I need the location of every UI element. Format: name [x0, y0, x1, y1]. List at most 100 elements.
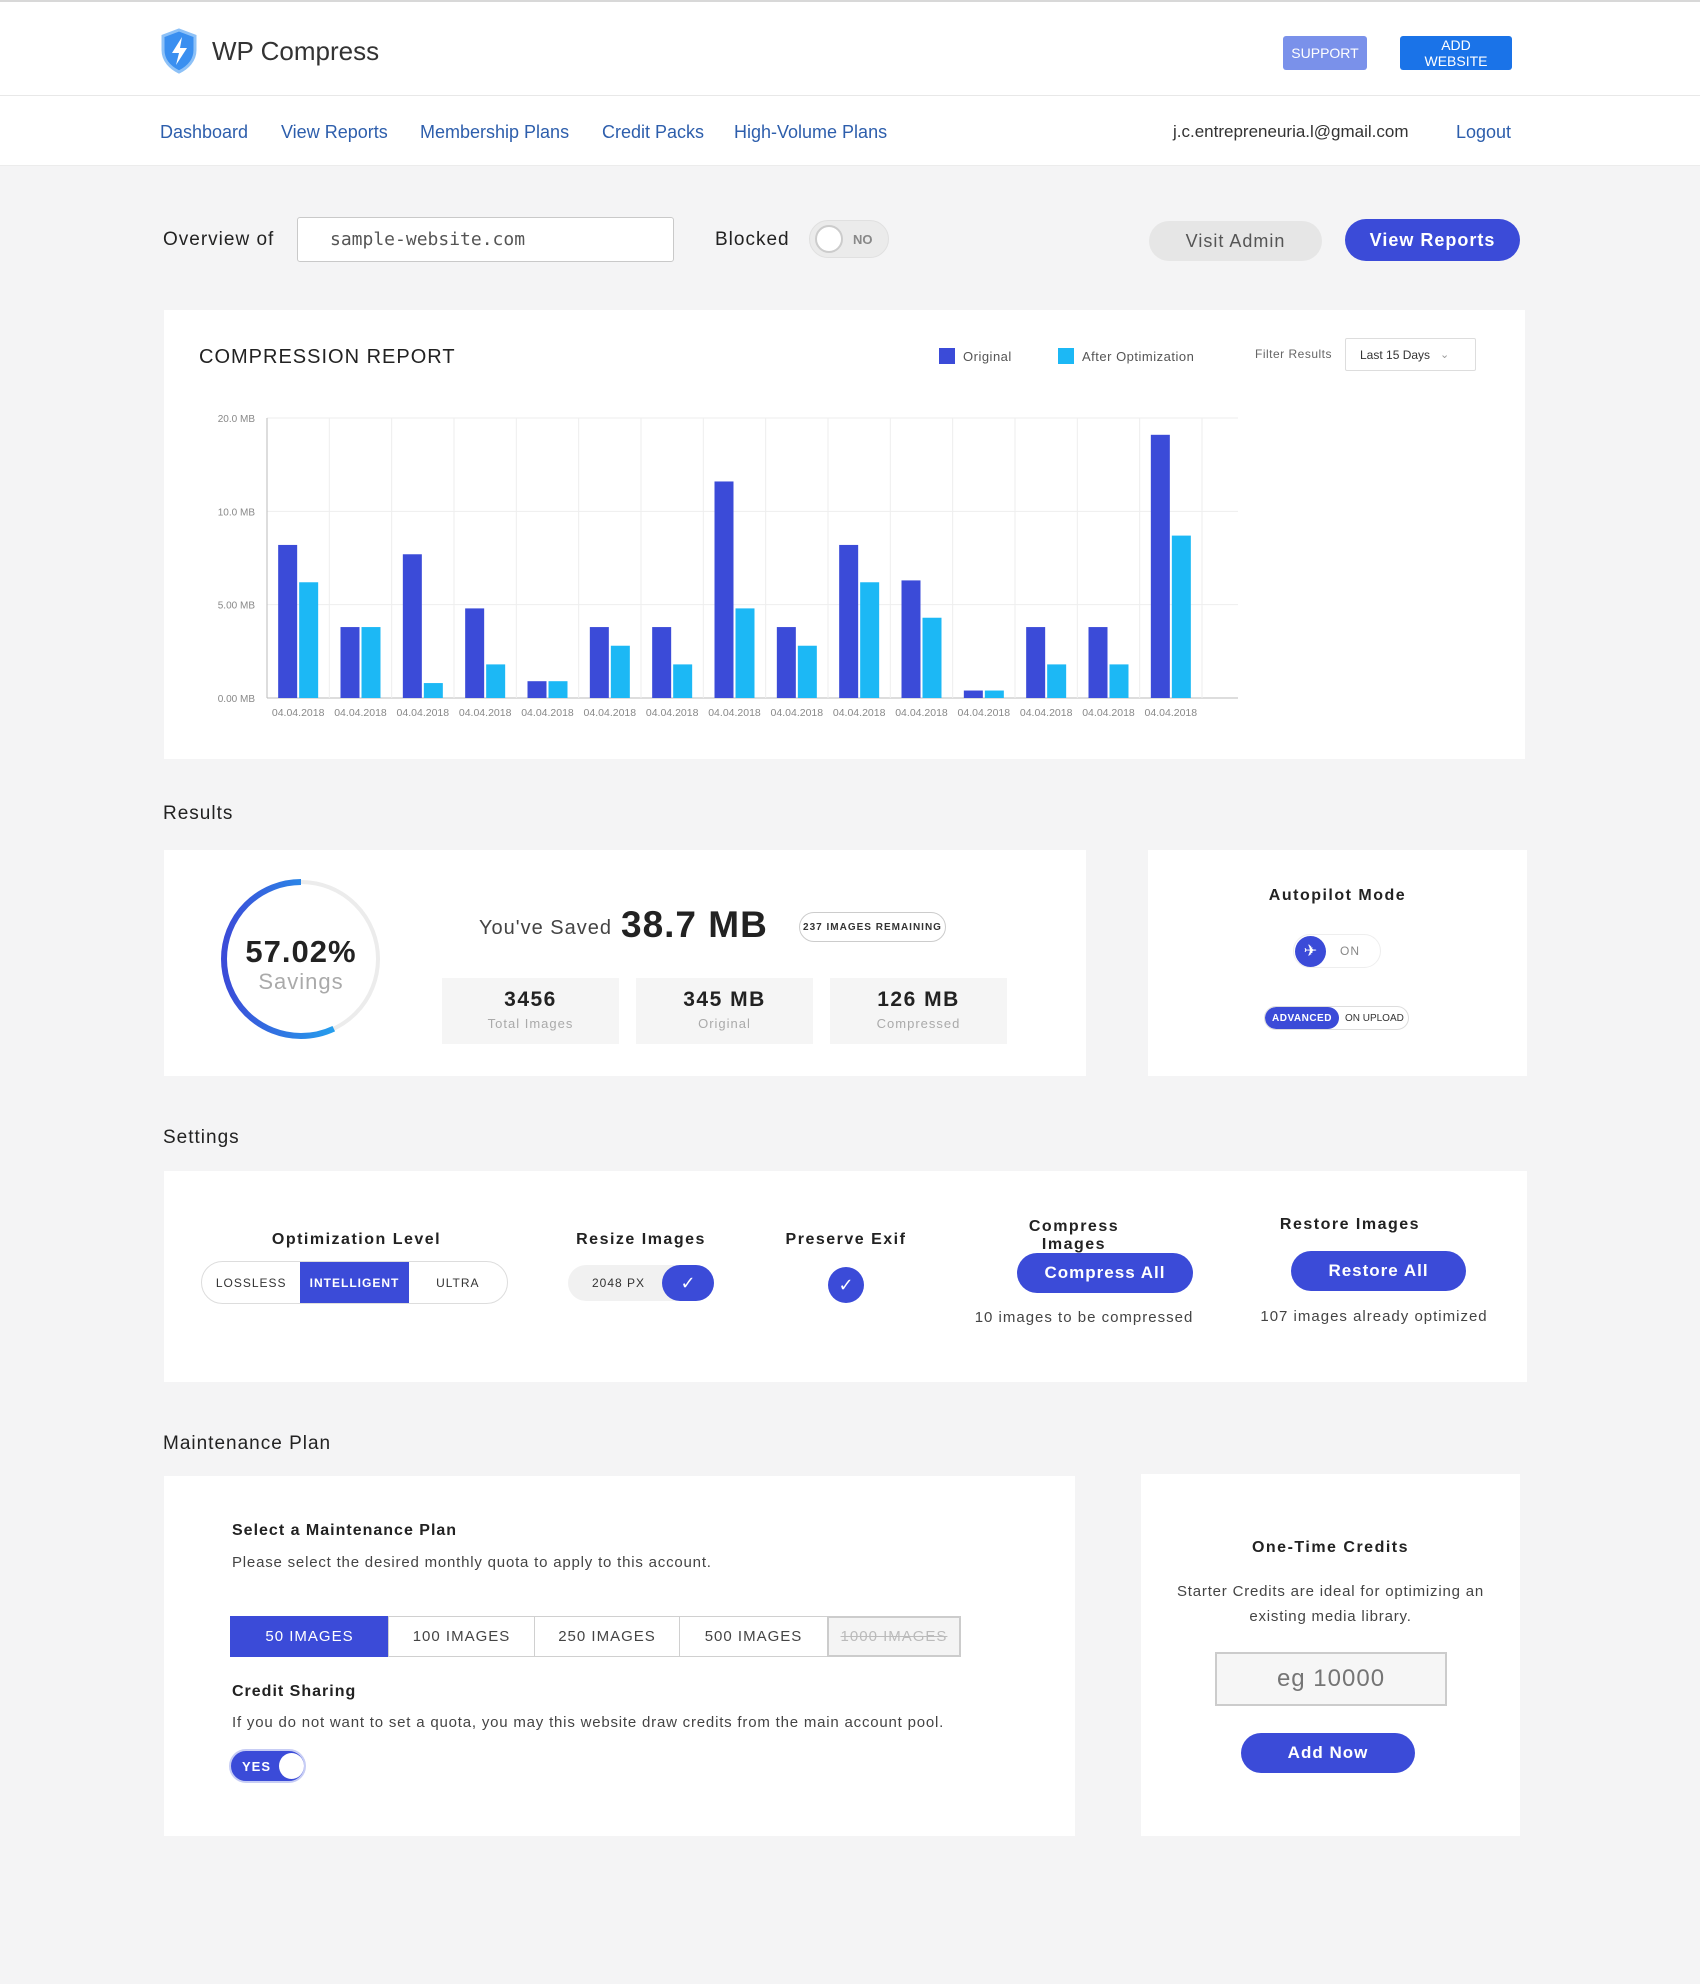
stat-label: Compressed — [876, 1016, 961, 1031]
support-button[interactable]: SUPPORT — [1283, 36, 1367, 70]
credit-sharing-title: Credit Sharing — [232, 1683, 357, 1700]
bar-after-optimization — [548, 681, 568, 698]
preserve-exif-checkbox[interactable]: ✓ — [828, 1267, 864, 1303]
nav-membership-plans[interactable]: Membership Plans — [420, 122, 570, 142]
saved-label: You've Saved — [479, 917, 612, 939]
credits-input[interactable] — [1215, 1652, 1447, 1706]
toggle-knob — [279, 1753, 304, 1779]
level-ultra[interactable]: ULTRA — [436, 1275, 480, 1290]
bar-original — [652, 627, 672, 698]
bar-original — [402, 554, 422, 698]
credits-desc: Starter Credits are ideal for optimizing… — [1176, 1583, 1485, 1625]
x-tick-label: 04.04.2018 — [771, 707, 824, 719]
view-reports-button[interactable]: View Reports — [1345, 219, 1520, 261]
blocked-toggle[interactable]: NO — [809, 220, 889, 258]
blocked-state: NO — [853, 231, 873, 247]
restore-note: 107 images already optimized — [1260, 1308, 1488, 1325]
site-input[interactable] — [297, 217, 674, 262]
toggle-knob — [815, 225, 843, 253]
optimization-level-title: Optimization Level — [271, 1231, 442, 1248]
bar-original — [714, 481, 734, 698]
plan-1000: 1000 IMAGES — [827, 1616, 961, 1657]
check-icon: ✓ — [838, 1274, 854, 1295]
blocked-label: Blocked — [715, 229, 790, 250]
bar-after-optimization — [361, 627, 381, 698]
bar-after-optimization — [797, 645, 817, 698]
x-tick-label: 04.04.2018 — [334, 707, 387, 719]
x-tick-label: 04.04.2018 — [708, 707, 761, 719]
autopilot-state: ON — [1340, 944, 1360, 958]
logout-link[interactable]: Logout — [1456, 122, 1512, 142]
plan-500[interactable]: 500 IMAGES — [679, 1616, 828, 1657]
bar-after-optimization — [1109, 664, 1129, 698]
shield-bolt-icon — [161, 28, 197, 74]
bar-original — [776, 627, 796, 698]
select-plan-title: Select a Maintenance Plan — [232, 1522, 458, 1539]
plan-250[interactable]: 250 IMAGES — [534, 1616, 680, 1657]
stat-value: 3456 — [504, 988, 557, 1011]
nav-high-volume-plans[interactable]: High-Volume Plans — [734, 122, 888, 142]
stat-total-images: 3456 Total Images — [442, 978, 619, 1044]
x-tick-label: 04.04.2018 — [272, 707, 325, 719]
legend-after: After Optimization — [1058, 348, 1194, 364]
resize-toggle[interactable]: 2048 PX ✓ — [568, 1265, 714, 1301]
plan-100[interactable]: 100 IMAGES — [388, 1616, 535, 1657]
legend-swatch-after — [1058, 348, 1074, 364]
bar-original — [839, 544, 859, 698]
stat-label: Total Images — [487, 1016, 574, 1031]
nav-view-reports[interactable]: View Reports — [281, 122, 388, 142]
donut-arc — [221, 879, 381, 1039]
images-remaining-badge: 237 IMAGES REMAINING — [799, 912, 946, 942]
filter-value: Last 15 Days — [1360, 347, 1431, 362]
restore-images-title: Restore Images — [1279, 1216, 1421, 1233]
autopilot-toggle[interactable]: ✈ ON — [1293, 934, 1381, 968]
filter-select[interactable]: Last 15 Days ⌄ — [1345, 338, 1476, 371]
credit-sharing-desc: If you do not want to set a quota, you m… — [232, 1714, 945, 1731]
credit-sharing-toggle[interactable]: YES — [229, 1749, 306, 1783]
bar-original — [278, 544, 298, 698]
credits-title: One-Time Credits — [1251, 1539, 1410, 1556]
settings-title: Settings — [163, 1127, 240, 1148]
visit-admin-button[interactable]: Visit Admin — [1149, 221, 1322, 261]
chevron-down-icon: ⌄ — [1440, 349, 1450, 361]
airplane-icon: ✈ — [1295, 935, 1326, 967]
stat-value: 345 MB — [683, 988, 766, 1011]
x-tick-label: 04.04.2018 — [833, 707, 886, 719]
add-now-button[interactable]: Add Now — [1241, 1733, 1415, 1773]
level-intelligent[interactable]: INTELLIGENT — [300, 1262, 409, 1303]
x-tick-label: 04.04.2018 — [397, 707, 450, 719]
plan-50[interactable]: 50 IMAGES — [230, 1616, 389, 1657]
maintenance-card: Select a Maintenance Plan Please select … — [164, 1476, 1075, 1836]
x-tick-label: 04.04.2018 — [958, 707, 1011, 719]
restore-all-button[interactable]: Restore All — [1291, 1251, 1466, 1291]
mode-on-upload[interactable]: ON UPLOAD — [1344, 1012, 1404, 1024]
saved-value: 38.7 MB — [621, 904, 768, 945]
chart-title: COMPRESSION REPORT — [199, 346, 456, 368]
stat-compressed: 126 MB Compressed — [830, 978, 1007, 1044]
plan-selector: 50 IMAGES 100 IMAGES 250 IMAGES 500 IMAG… — [230, 1616, 961, 1657]
add-website-button[interactable]: ADD WEBSITE — [1400, 36, 1512, 70]
compression-report-card: 20.0 MB 10.0 MB 5.00 MB 0.00 MB 04.04.2018 04… — [164, 310, 1525, 759]
legend-label-after: After Optimization — [1082, 348, 1195, 364]
bar-original — [901, 580, 921, 698]
x-tick-label: 04.04.2018 — [1145, 707, 1198, 719]
level-lossless[interactable]: LOSSLESS — [215, 1275, 287, 1290]
compress-all-button[interactable]: Compress All — [1017, 1253, 1193, 1293]
bar-original — [1150, 434, 1170, 698]
results-card: 57.02% Savings You've Saved 38.7 MB 237 … — [164, 850, 1086, 1076]
autopilot-mode-toggle[interactable]: ADVANCED ON UPLOAD — [1264, 1006, 1409, 1030]
bar-original — [1088, 627, 1108, 698]
bar-after-optimization — [1047, 664, 1067, 698]
mode-advanced[interactable]: ADVANCED — [1265, 1007, 1339, 1029]
x-tick-label: 04.04.2018 — [646, 707, 699, 719]
settings-card: Optimization Level LOSSLESS INTELLIGENT … — [164, 1171, 1527, 1382]
y-tick-label: 5.00 MB — [218, 601, 256, 612]
brand-logo[interactable]: WP Compress — [160, 28, 379, 74]
select-plan-desc: Please select the desired monthly quota … — [232, 1554, 712, 1571]
nav-bar: Dashboard View Reports Membership Plans … — [0, 96, 1700, 166]
bar-after-optimization — [610, 645, 630, 698]
resize-value: 2048 PX — [592, 1276, 646, 1290]
nav-credit-packs[interactable]: Credit Packs — [602, 122, 705, 142]
nav-dashboard[interactable]: Dashboard — [160, 122, 249, 142]
optimization-level-selector: LOSSLESS INTELLIGENT ULTRA — [201, 1261, 508, 1304]
